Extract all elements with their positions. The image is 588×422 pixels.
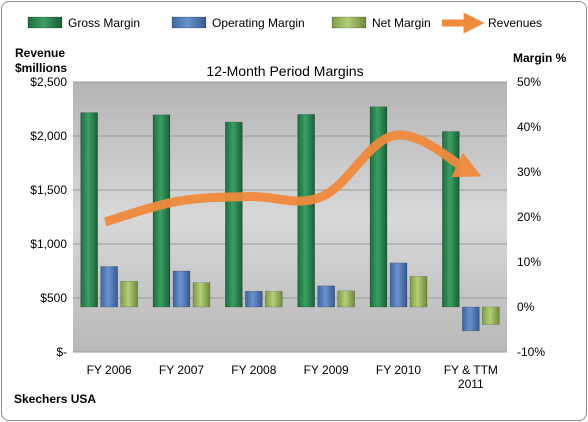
operating-margin-bar [100,266,118,308]
operating-margin-bar [317,285,335,308]
net-margin-bar [192,282,211,308]
gross-margin-bar [225,121,243,308]
left-tick-label: $1,500 [30,183,67,197]
company-label: Skechers USA [14,392,96,406]
net-margin-bar [482,306,500,325]
left-tick-label: $1,000 [30,237,67,251]
operating-margin-bar [389,262,408,308]
plot-area [73,82,507,352]
legend-label: Revenues [488,16,542,30]
legend-gross-margin: Gross Margin [27,16,140,30]
right-tick-label: 10% [517,255,541,269]
gross-margin-bar [369,106,388,308]
revenue-line-group [103,130,482,227]
x-tick-label-line: FY & TTM [444,363,498,377]
left-axis-label-line2: $millions [15,61,67,75]
right-tick-label: -10% [517,345,545,359]
legend-revenues: Revenues [442,12,542,34]
x-tick-label: FY 2007 [159,363,204,377]
gross-margin-bar [80,112,98,308]
right-tick-label: 30% [517,165,541,179]
operating-margin-bar [172,270,191,308]
right-axis-label: Margin % [513,51,567,65]
net-margin-bar [337,290,355,308]
right-tick-label: 50% [517,75,541,89]
x-axis-ticks: FY 2006 FY 2007 FY 2008 FY 2009 FY 2010 FY & … [87,363,498,391]
net-margin-bar [265,290,283,308]
right-axis-ticks: -10% 0% 10% 20% 30% 40% 50% [517,75,545,359]
legend-swatch [27,16,63,29]
left-tick-label: $500 [40,291,67,305]
x-tick-label: FY 2006 [87,363,132,377]
left-axis-label-line1: Revenue [15,46,65,60]
operating-margin-bar [245,290,263,308]
legend-swatch [171,16,207,29]
net-margin-bar [409,276,428,308]
gross-margin-bar [297,114,315,308]
bars [80,106,500,332]
left-tick-label: $2,500 [30,75,67,89]
x-tick-label: FY 2009 [304,363,349,377]
x-tick-label-line: 2011 [458,377,484,391]
revenue-line [103,130,482,227]
chart-title: 12-Month Period Margins [206,63,363,79]
right-tick-label: 40% [517,120,541,134]
legend-net-margin: Net Margin [331,16,431,30]
legend-label: Gross Margin [68,16,140,30]
legend-label: Operating Margin [212,16,305,30]
legend-operating-margin: Operating Margin [171,16,305,30]
legend: Gross Margin Operating Margin Net Margin Re… [27,12,542,34]
right-tick-label: 20% [517,210,541,224]
net-margin-bar [120,281,138,308]
right-tick-label: 0% [517,300,535,314]
x-tick-label: FY 2008 [231,363,276,377]
left-tick-label: $- [56,345,67,359]
gridlines [73,81,507,353]
x-tick-label: FY & TTM 2011 [444,363,498,391]
left-axis-ticks: $- $500 $1,000 $1,500 $2,000 $2,500 [30,75,67,359]
operating-margin-bar [462,306,480,332]
legend-label: Net Margin [372,16,431,30]
left-tick-label: $2,000 [30,129,67,143]
legend-swatch [331,16,367,29]
x-tick-label: FY 2010 [376,363,421,377]
